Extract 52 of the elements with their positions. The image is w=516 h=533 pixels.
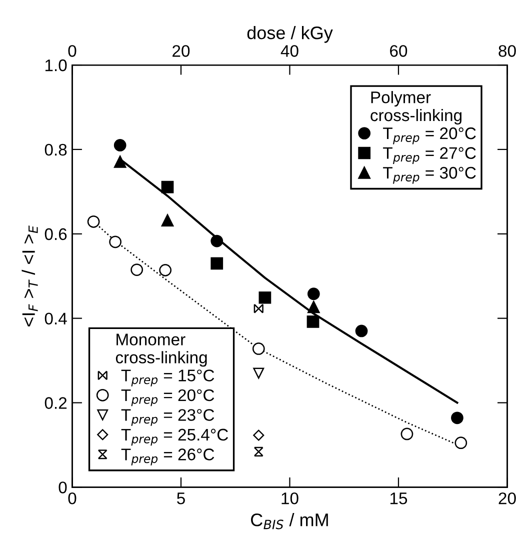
point	[114, 139, 126, 152]
y-axis-title: <I$_{F}$ >$_{T}$ / <I >$_{E}$	[22, 226, 38, 326]
x2-tick-label: 0	[68, 45, 76, 57]
point	[307, 288, 320, 300]
point	[254, 446, 264, 456]
point	[161, 180, 174, 194]
point	[451, 412, 464, 424]
x-tick-label: 5	[177, 492, 185, 504]
point	[454, 436, 468, 450]
legend-label: T$_{prep}$ = 15°C	[121, 370, 214, 386]
point	[307, 300, 320, 314]
point	[306, 316, 320, 328]
point	[355, 324, 368, 338]
x2-tick-label: 80	[498, 45, 516, 57]
x-tick-label: 20	[498, 492, 516, 504]
x-tick-label: 0	[68, 492, 76, 504]
legend-label: T$_{prep}$ = 23°C	[121, 409, 214, 426]
point	[87, 215, 100, 228]
point	[210, 257, 224, 270]
y-tick-label: 1.0	[45, 59, 67, 72]
point	[258, 291, 272, 304]
x2-axis-title: dose / kGy	[247, 26, 333, 43]
point	[253, 368, 264, 379]
point	[254, 304, 264, 314]
point	[400, 428, 414, 440]
x2-tick-label: 20	[172, 45, 190, 57]
x2-tick-label: 40	[280, 45, 298, 57]
legend-label: T$_{prep}$ = 27°C	[383, 147, 476, 164]
point	[114, 156, 126, 168]
y-tick-label: 0.4	[44, 312, 67, 325]
y-tick-label: 0.2	[44, 397, 67, 409]
x-tick-label: 15	[390, 492, 408, 504]
point	[159, 264, 172, 276]
x-tick-label: 10	[282, 492, 298, 504]
x-axis-title: C$_{BIS}$ / mM	[251, 513, 328, 530]
point	[210, 234, 224, 248]
legend-label: T$_{prep}$ = 20°C	[383, 127, 476, 144]
legend-label: T$_{prep}$ = 25.4°C	[121, 428, 228, 446]
legend-title: Polymer cross-linking	[370, 91, 462, 125]
y-tick-label: 0.6	[44, 228, 67, 240]
legend-label: T$_{prep}$ = 30°C	[383, 166, 476, 184]
legend-label: T$_{prep}$ = 26°C	[121, 448, 214, 466]
legend-label: T$_{prep}$ = 20°C	[121, 389, 214, 406]
point	[252, 342, 265, 355]
y-tick-label: 0.8	[44, 144, 67, 156]
legend-title: Monomer cross-linking	[116, 334, 207, 367]
point	[109, 236, 122, 248]
x2-tick-label: 60	[390, 45, 408, 57]
point	[130, 264, 144, 276]
point	[253, 430, 264, 441]
y-tick-label: 0	[58, 482, 67, 494]
point	[161, 214, 174, 227]
